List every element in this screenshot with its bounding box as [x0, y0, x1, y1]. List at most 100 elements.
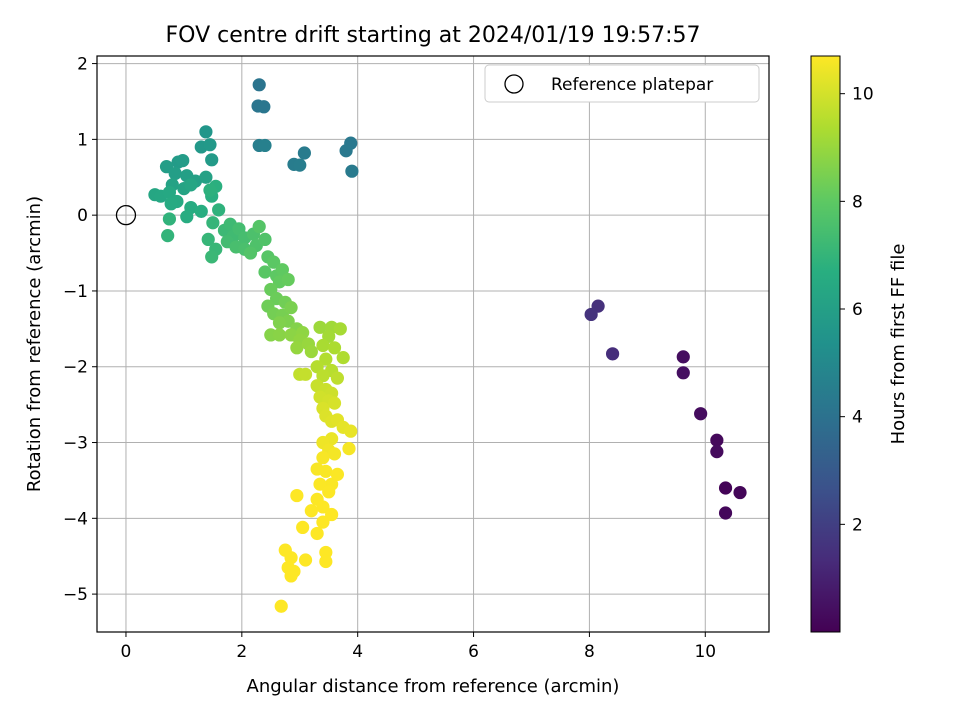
colorbar-label: Hours from first FF file: [888, 244, 909, 445]
legend: Reference platepar: [484, 64, 760, 103]
data-point: [243, 246, 258, 260]
data-point: [257, 100, 271, 114]
data-point: [199, 125, 213, 139]
data-point: [293, 158, 307, 172]
data-point: [313, 320, 327, 334]
data-point: [203, 183, 217, 197]
x-axis-ticks: 0 2 4 6 8 10: [121, 632, 716, 662]
data-point: [275, 263, 289, 277]
data-point: [676, 366, 690, 380]
data-point: [339, 144, 353, 158]
data-point: [284, 301, 298, 315]
data-point: [162, 185, 177, 200]
data-point: [176, 153, 190, 168]
x-tick-label: 2: [236, 642, 247, 662]
data-point: [322, 485, 336, 499]
data-point: [327, 396, 342, 410]
data-point: [267, 255, 281, 269]
data-point: [342, 441, 356, 456]
data-points: [115, 78, 747, 613]
data-point: [330, 371, 345, 385]
y-tick-label: −2: [63, 358, 88, 378]
data-point: [281, 272, 295, 287]
data-point: [298, 553, 313, 567]
data-point: [164, 197, 178, 211]
data-point: [290, 341, 304, 355]
data-point: [676, 350, 690, 364]
x-tick-label: 0: [121, 642, 132, 662]
data-point: [184, 178, 198, 192]
x-tick-label: 8: [584, 642, 595, 662]
chart-title: FOV centre drift starting at 2024/01/19 …: [166, 23, 701, 48]
colorbar: 2 4 6 8 10 Hours from first FF file: [810, 55, 909, 633]
data-point: [316, 500, 330, 514]
data-point: [205, 153, 219, 167]
data-point: [316, 369, 330, 383]
data-point: [297, 146, 311, 160]
data-point: [694, 407, 708, 421]
data-point: [345, 164, 359, 178]
data-point: [733, 485, 747, 500]
x-tick-label: 4: [352, 642, 363, 662]
x-tick-label: 10: [694, 642, 716, 662]
data-point: [298, 367, 313, 381]
data-point: [333, 322, 347, 336]
data-point: [168, 166, 182, 181]
colorbar-gradient: [810, 55, 841, 633]
data-point: [205, 250, 219, 264]
data-point: [284, 569, 298, 583]
data-point: [316, 515, 330, 529]
data-point: [710, 433, 724, 447]
data-point: [272, 316, 287, 330]
plot-frame: [96, 55, 770, 633]
data-point: [327, 341, 342, 355]
data-point: [319, 554, 333, 569]
data-point: [605, 347, 620, 361]
colorbar-tick-label: 4: [852, 408, 863, 428]
y-tick-label: −3: [63, 434, 88, 454]
colorbar-tick-label: 2: [852, 515, 863, 535]
data-point: [319, 464, 333, 478]
data-point: [304, 344, 318, 359]
y-tick-label: 2: [77, 55, 88, 75]
data-point: [718, 481, 733, 495]
y-axis-ticks: −5 −4 −3 −2 −1 0 1 2: [63, 55, 97, 605]
data-point: [272, 328, 287, 342]
data-point: [710, 445, 724, 459]
data-point: [336, 351, 350, 365]
data-point: [252, 219, 266, 234]
data-point: [201, 232, 215, 247]
data-point: [199, 170, 213, 184]
y-tick-label: 1: [77, 130, 88, 150]
y-tick-label: −4: [63, 509, 88, 529]
legend-label: Reference platepar: [551, 75, 713, 95]
x-axis-label: Angular distance from reference (arcmin): [247, 676, 620, 697]
y-tick-label: −5: [63, 585, 88, 605]
colorbar-tick-label: 8: [852, 192, 863, 212]
data-point: [258, 265, 272, 279]
x-tick-label: 6: [468, 642, 479, 662]
data-point: [180, 210, 194, 224]
data-point: [252, 78, 266, 92]
colorbar-tick-label: 10: [852, 85, 874, 105]
colorbar-tick-label: 6: [852, 300, 863, 320]
data-point: [344, 424, 358, 438]
data-point: [274, 599, 288, 613]
data-point: [327, 447, 342, 461]
data-point: [258, 138, 272, 153]
data-point: [319, 352, 333, 366]
data-point: [319, 545, 333, 560]
data-point: [718, 506, 733, 520]
data-point: [290, 488, 304, 503]
data-point: [304, 504, 318, 518]
data-point: [316, 338, 330, 353]
data-point: [162, 212, 177, 226]
reference-platepar-marker: [115, 205, 137, 226]
data-point: [313, 477, 327, 491]
grid-lines: [97, 56, 769, 632]
data-point: [206, 216, 220, 230]
data-point: [161, 229, 175, 243]
data-point: [203, 138, 217, 152]
data-point: [296, 520, 310, 535]
